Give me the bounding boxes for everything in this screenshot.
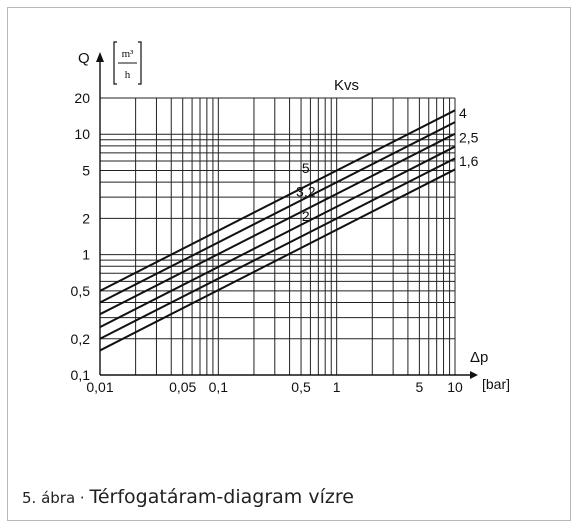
y-tick-label: 0,5 [71,283,91,299]
series-labels: 4 2,5 1,6 5 3,2 2 [296,105,479,224]
y-unit-numerator: m³ [122,48,135,60]
y-tick-label: 0,2 [71,331,91,347]
chart-ticks: 0,01 0,05 0,1 0,5 1 5 10 0,1 0,2 0,5 1 2 5 10 20 [71,90,463,395]
y-tick-label: 20 [74,90,90,106]
x-axis-unit: [bar] [482,376,510,392]
x-tick-label: 0,1 [209,379,229,395]
x-tick-label: 10 [447,379,463,395]
figure-frame [7,7,571,521]
x-tick-label: 0,01 [86,379,113,395]
kvs-legend-title: Kvs [334,77,359,94]
figure-caption: 5. ábra · Térfogatáram-diagram vízre [22,486,354,508]
series-label: 4 [459,105,467,121]
x-tick-label: 0,05 [169,379,196,395]
series-line [99,145,456,328]
y-tick-label: 2 [82,210,90,226]
series-line [99,132,456,316]
caption-number: 5. ábra [22,489,76,507]
x-tick-label: 5 [415,379,423,395]
x-tick-label: 0,5 [291,379,311,395]
series-line [99,121,456,304]
series-label: 2 [302,208,310,224]
y-axis-unit: m³ h [113,41,142,85]
series-label: 1,6 [459,153,479,169]
y-axis-arrow [96,52,104,62]
series-line [99,157,456,340]
y-tick-label: 1 [82,247,90,263]
chart-axes [96,52,478,379]
caption-title: Térfogatáram-diagram vízre [89,486,354,508]
chart-series [99,109,456,352]
caption-separator: · [75,489,90,507]
x-axis-arrow [470,371,478,379]
y-tick-label: 0,1 [71,367,91,383]
series-label: 5 [302,160,310,176]
y-axis-label: Q [78,50,90,67]
x-axis-label: Δp [470,349,488,366]
series-label: 2,5 [459,130,479,146]
series-line [99,168,456,352]
series-label: 3,2 [296,183,316,199]
x-tick-label: 1 [333,379,341,395]
y-unit-denominator: h [125,69,131,81]
y-tick-label: 10 [74,126,90,142]
series-line [99,109,456,292]
y-tick-label: 5 [82,162,90,178]
